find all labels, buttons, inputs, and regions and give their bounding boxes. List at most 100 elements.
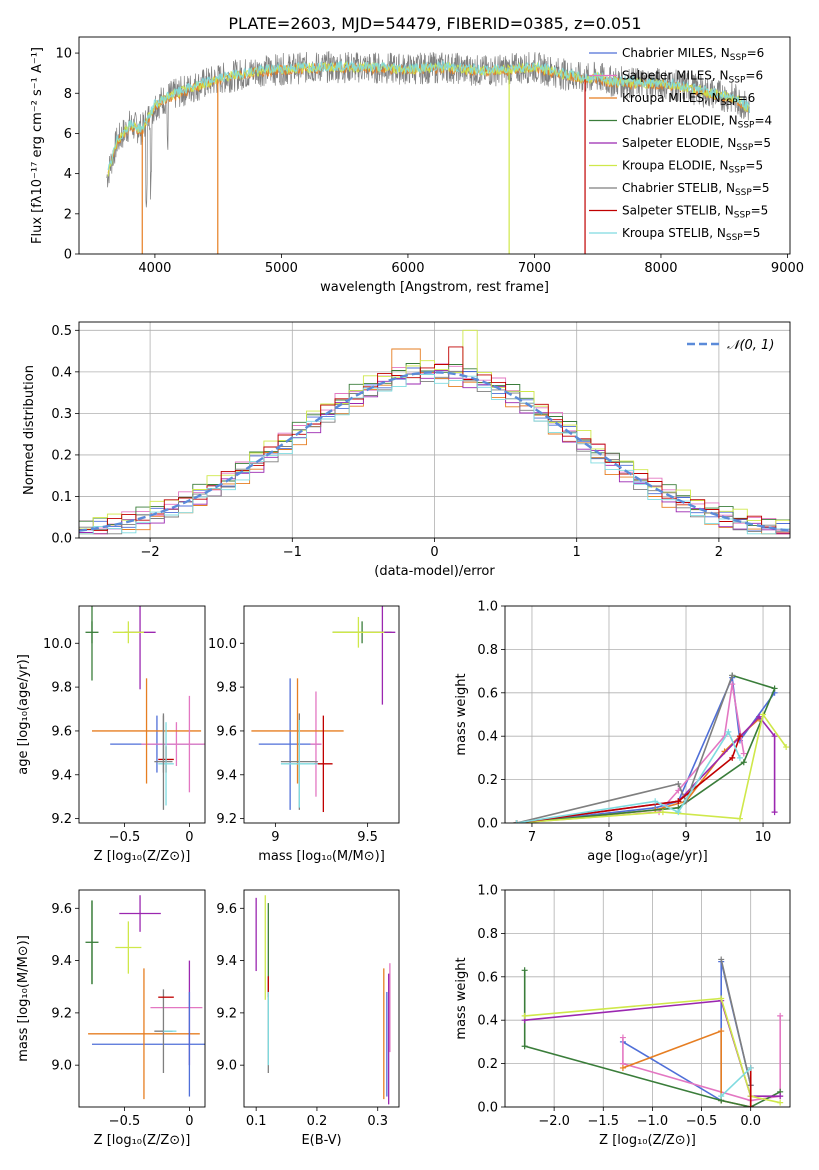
y-tick-label: 9.8 xyxy=(51,681,72,696)
axes-frame xyxy=(504,889,791,1108)
model-spectrum-line xyxy=(107,60,750,177)
y-tick-label: 0.8 xyxy=(477,927,498,942)
y-tick-label: 0.2 xyxy=(477,1057,498,1072)
x-tick-label: −0.5 xyxy=(686,1114,718,1129)
observed-spectrum-line xyxy=(106,51,750,208)
mass-weight-marker xyxy=(619,1064,626,1071)
mass-weight-marker xyxy=(675,809,682,816)
mass-weight-marker xyxy=(718,1028,725,1035)
y-tick-label: 0.6 xyxy=(477,686,498,701)
y-tick-label: 0.5 xyxy=(51,324,72,339)
residual-histogram-panel: −2 −1 0 1 2 0.0 0.1 0.2 0.3 0.4 0.5 (data-model)/er… xyxy=(22,321,791,579)
y-axis-label: mass weight xyxy=(454,673,469,755)
x-axis-label: wavelength [Angstrom, rest frame] xyxy=(320,280,549,295)
y-tick-label: 0.4 xyxy=(477,1014,498,1029)
x-tick-label: 9 xyxy=(682,830,690,845)
legend-label: Salpeter MILES, NSSP=6 xyxy=(622,69,763,86)
mass-weight-marker xyxy=(659,809,666,816)
legend-subscript: SSP xyxy=(721,98,738,108)
x-tick-label: 9000 xyxy=(771,261,804,276)
y-tick-label: 9.4 xyxy=(216,954,237,969)
model-spectrum-line xyxy=(107,59,750,171)
mass-weight-marker xyxy=(718,956,725,963)
mass-weight-marker xyxy=(747,1104,754,1107)
x-tick-label: −0.5 xyxy=(109,830,141,845)
mass-weight-line xyxy=(720,1067,752,1097)
y-tick-label: 9.4 xyxy=(51,768,72,783)
legend-text: Kroupa ELODIE, N xyxy=(622,159,729,173)
legend-subscript: SSP xyxy=(734,211,751,221)
y-tick-label: 9.8 xyxy=(216,681,237,696)
mass-weight-line xyxy=(720,959,752,1107)
x-tick-label: 0.1 xyxy=(246,1114,267,1129)
mass-weight-marker xyxy=(729,681,736,688)
y-tick-label: 9.2 xyxy=(51,812,72,827)
y-tick-label: 9.6 xyxy=(216,902,237,917)
y-tick-label: 9.2 xyxy=(51,1006,72,1021)
legend-value: =5 xyxy=(752,181,770,195)
x-tick-label: 1 xyxy=(573,545,581,560)
legend-value: =5 xyxy=(743,226,761,240)
x-axis-label: Z [log₁₀(Z/Z⊙)] xyxy=(94,849,191,864)
y-tick-label: 4 xyxy=(64,167,72,182)
mass-weight-marker xyxy=(725,728,732,735)
y-tick-label: 6 xyxy=(64,127,72,142)
y-tick-label: 9.2 xyxy=(216,812,237,827)
spectrum-panel: 4000 5000 6000 7000 8000 9000 0 2 4 6 8 10 wavelengt… xyxy=(30,36,804,295)
axes-frame xyxy=(78,605,206,824)
legend-text: Kroupa MILES, N xyxy=(622,91,721,105)
mass-weight-marker xyxy=(771,809,778,816)
mass-weight-marker xyxy=(652,798,659,805)
x-axis-label: age [log₁₀(age/yr)] xyxy=(587,849,708,864)
legend-label: Kroupa ELODIE, NSSP=5 xyxy=(622,159,763,176)
legend-text: Kroupa STELIB, N xyxy=(622,226,726,240)
legend-text: Chabrier ELODIE, N xyxy=(622,114,738,128)
mass-weight-marker xyxy=(771,733,778,740)
legend-text: Salpeter STELIB, N xyxy=(622,204,734,218)
x-axis-label: (data-model)/error xyxy=(374,564,495,579)
x-tick-label: 0.0 xyxy=(740,1114,761,1129)
x-axis-label: Z [log₁₀(Z/Z⊙)] xyxy=(599,1133,696,1148)
mass-weight-marker xyxy=(747,1064,754,1071)
x-tick-label: 7000 xyxy=(518,261,551,276)
x-axis-label: Z [log₁₀(Z/Z⊙)] xyxy=(94,1133,191,1148)
y-tick-label: 9.6 xyxy=(216,724,237,739)
y-tick-label: 10 xyxy=(55,47,72,62)
y-tick-label: 0.0 xyxy=(477,817,498,832)
legend-value: =5 xyxy=(745,159,763,173)
x-tick-label: 4000 xyxy=(138,261,171,276)
legend-subscript: SSP xyxy=(736,143,753,153)
axes-frame xyxy=(243,889,400,1108)
mass-weight-marker xyxy=(675,787,682,794)
x-tick-label: 0 xyxy=(430,545,438,560)
x-tick-label: 9 xyxy=(271,830,279,845)
legend-subscript: SSP xyxy=(729,76,746,86)
x-tick-label: 9.5 xyxy=(357,830,378,845)
x-tick-label: 8 xyxy=(605,830,613,845)
legend-label: Chabrier MILES, NSSP=6 xyxy=(622,46,764,63)
y-tick-label: 8 xyxy=(64,87,72,102)
y-tick-label: 0.1 xyxy=(51,490,72,505)
x-tick-label: 6000 xyxy=(391,261,424,276)
mass-weight-marker xyxy=(521,1043,528,1050)
y-tick-label: 9.0 xyxy=(51,1059,72,1074)
legend-label: Chabrier STELIB, NSSP=5 xyxy=(622,181,770,198)
y-tick-label: 0.2 xyxy=(477,773,498,788)
plot-area xyxy=(513,672,790,823)
legend-text: Chabrier MILES, N xyxy=(622,46,730,60)
legend-value: =5 xyxy=(751,204,769,218)
axes-frame xyxy=(78,321,791,539)
mass-weight-marker xyxy=(777,1099,784,1106)
y-tick-label: 0.8 xyxy=(477,643,498,658)
mass-weight-marker xyxy=(521,1012,528,1019)
mass-weight-marker xyxy=(777,1093,784,1100)
y-tick-label: 1.0 xyxy=(477,884,498,899)
y-tick-label: 2 xyxy=(64,207,72,222)
mass-weight-marker xyxy=(718,1093,725,1100)
mass-weight-marker xyxy=(736,754,743,761)
normal-distribution-curve xyxy=(79,371,790,532)
plot-area xyxy=(255,895,391,1105)
mass-weight-marker xyxy=(771,685,778,692)
mass-weight-vs-metallicity-panel: −2.0 −1.5 −1.0 −0.5 0.0 0.0 0.2 0.4 0.6 0.8 1.0 Z [… xyxy=(454,884,791,1148)
